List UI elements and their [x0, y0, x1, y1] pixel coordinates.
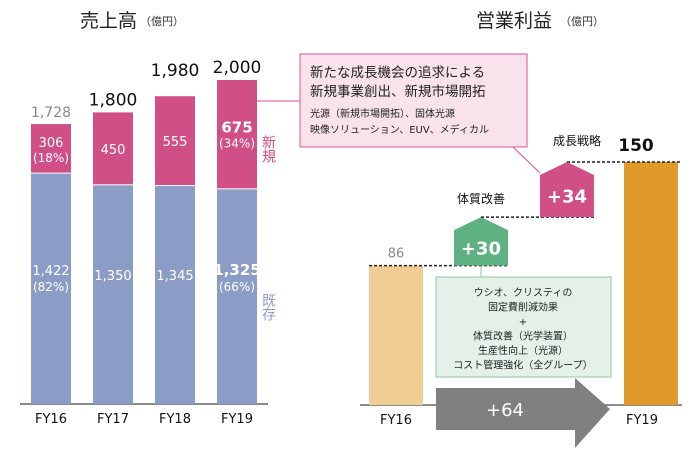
total-FY18: 1,980 [151, 61, 200, 81]
value-fy19-profit: 150 [618, 136, 654, 156]
note-line-1: ウシオ、クリスティの [474, 287, 573, 299]
note-line-6: コスト管理強化（全グループ） [453, 359, 592, 372]
total-change-arrow [436, 378, 610, 448]
label-new-FY16: 306 [39, 136, 64, 151]
bar-new-FY16 [31, 124, 71, 173]
callout-title-line-1: 新たな成長機会の追求による [310, 65, 485, 81]
pct-new-FY19: (34%) [219, 137, 255, 151]
bar-fy16-profit [369, 265, 423, 405]
legend-new: 新規 [260, 135, 276, 164]
note-line-2: 固定費削減効果 [488, 301, 558, 314]
x-tick-FY17: FY17 [97, 412, 129, 427]
label-new-FY19: 675 [221, 119, 252, 137]
total-FY16: 1,728 [31, 105, 71, 121]
label-existing-FY17: 1,350 [94, 269, 131, 284]
pct-existing-FY19: (66%) [219, 280, 255, 294]
label-existing-FY18: 1,345 [156, 269, 193, 284]
step-name-1: 体質改善 [457, 191, 505, 206]
x-tick-FY19: FY19 [626, 413, 658, 428]
total-FY19: 2,000 [213, 58, 262, 78]
sales-title: 売上高 [80, 10, 137, 32]
profit-unit: （億円） [560, 15, 604, 28]
bar-fy19-profit [624, 162, 678, 405]
label-new-FY18: 555 [163, 135, 188, 150]
step-1 [454, 217, 508, 266]
label-new-FY17: 450 [101, 143, 126, 158]
x-tick-FY18: FY18 [159, 412, 191, 427]
sales-unit: （億円） [140, 15, 184, 28]
bar-new-FY18 [155, 96, 195, 186]
step-value-1: +30 [461, 238, 501, 259]
note-line-5: 生産性向上（光源） [478, 344, 568, 357]
note-box [435, 276, 612, 378]
callout-title-line-2: 新規事業創出、新規市場開拓 [310, 83, 486, 100]
value-fy16-profit: 86 [388, 247, 405, 262]
step-value-2: +34 [547, 187, 587, 208]
note-line-4: 体質改善（光学装置） [473, 330, 573, 343]
x-tick-FY19: FY19 [221, 412, 253, 427]
x-tick-FY16: FY16 [380, 413, 412, 428]
legend-existing: 既存 [260, 293, 276, 321]
bar-existing-FY16 [31, 173, 71, 404]
label-existing-FY16: 1,422 [32, 264, 69, 279]
bar-existing-FY17 [93, 185, 133, 404]
bar-new-FY19 [217, 80, 257, 189]
callout-detail-line-2: 映像ソリューション、EUV、メディカル [310, 123, 489, 136]
profit-title: 営業利益 [476, 10, 552, 32]
label-existing-FY19: 1,325 [213, 261, 260, 279]
note-line-3: + [519, 317, 527, 328]
step-name-2: 成長戦略 [553, 133, 601, 148]
total-FY17: 1,800 [89, 90, 138, 110]
pct-new-FY16: (18%) [33, 151, 69, 165]
callout-box [299, 53, 528, 148]
bar-existing-FY18 [155, 186, 195, 404]
callout-connector-growth [511, 145, 541, 174]
pct-existing-FY16: (82%) [33, 280, 69, 294]
step-2 [540, 162, 594, 218]
callout-detail-line-1: 光源（新規市場開拓）、固体光源 [310, 107, 455, 120]
x-tick-FY16: FY16 [35, 412, 67, 427]
bar-new-FY17 [93, 112, 133, 185]
total-change-label: +64 [486, 400, 524, 421]
bar-existing-FY19 [217, 189, 257, 404]
